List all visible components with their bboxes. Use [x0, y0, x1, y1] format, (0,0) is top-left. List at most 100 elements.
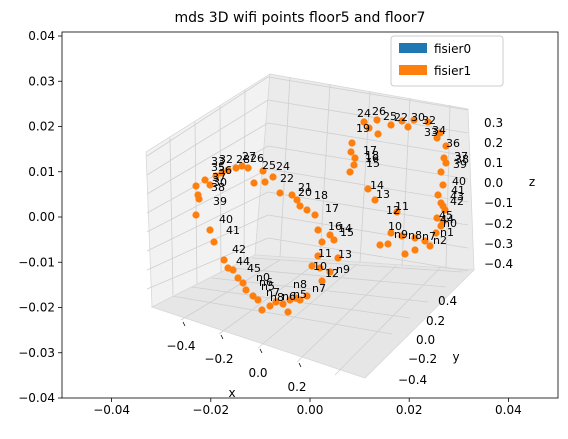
scatter-point	[398, 232, 406, 240]
point-annotation: 32	[422, 114, 436, 127]
point-annotation: 36	[218, 164, 232, 177]
x-axis-label: x	[228, 386, 235, 400]
point-annotation: 40	[452, 175, 466, 188]
scatter-point	[426, 242, 434, 250]
y3d-tick-label: 0.0	[416, 333, 435, 347]
scatter-point	[303, 292, 311, 300]
point-annotation: n5	[293, 288, 307, 301]
scatter-point	[308, 262, 316, 270]
scatter-point	[411, 234, 419, 242]
scatter-point	[410, 116, 418, 124]
point-annotation: 16	[328, 220, 342, 233]
point-annotation: 41	[226, 224, 240, 237]
point-annotation: 13	[338, 248, 352, 261]
point-annotation: 30	[411, 111, 425, 124]
scatter-point	[432, 229, 440, 237]
floor-gridline	[171, 295, 393, 335]
scatter-point	[314, 226, 322, 234]
scatter-point	[296, 296, 304, 304]
floor-gridline	[251, 257, 464, 273]
point-annotation: 10	[388, 220, 402, 233]
scatter-point	[441, 206, 449, 214]
z3d-tick-label: 0.0	[484, 176, 503, 190]
scatter-point	[244, 164, 252, 172]
point-annotation: 30	[213, 176, 227, 189]
back-z-gridline	[267, 237, 469, 272]
scatter-point	[442, 142, 450, 150]
point-annotation: 39	[213, 195, 227, 208]
outer-y-tick-label: −0.04	[18, 391, 55, 405]
scatter-point	[439, 181, 447, 189]
point-annotation: 44	[236, 255, 250, 268]
point-annotation: 22	[394, 111, 408, 124]
x3d-tick-label: −0.4	[166, 339, 195, 353]
point-annotation: 25	[262, 159, 276, 172]
point-annotation: n7	[266, 286, 280, 299]
point-annotation: 13	[376, 188, 390, 201]
point-annotation: 36	[446, 137, 460, 150]
left-z-gridline	[146, 214, 269, 271]
point-annotation: 10	[313, 260, 327, 273]
scatter-point	[201, 176, 209, 184]
scatter-point	[433, 134, 441, 142]
point-annotation: 38	[455, 153, 469, 166]
point-annotation: 37	[212, 171, 226, 184]
scatter-point	[232, 164, 240, 172]
scatter-point	[206, 226, 214, 234]
floor-gridline	[231, 267, 447, 288]
outer-x-tick-label: −0.02	[192, 403, 229, 417]
point-annotation: 15	[366, 157, 380, 170]
z3d-tick-label: 0.2	[484, 136, 503, 150]
scatter-point	[239, 279, 247, 287]
point-annotation: 44	[440, 213, 454, 226]
point-annotation: 15	[340, 226, 354, 239]
outer-y-tick-label: 0.01	[28, 165, 55, 179]
scatter-point	[347, 148, 355, 156]
scatter-point	[387, 229, 395, 237]
scatter-point	[284, 308, 292, 316]
x3d-tick	[182, 321, 186, 327]
left-gridline	[219, 105, 222, 274]
point-annotation: n0	[256, 271, 270, 284]
point-annotation: 45	[439, 209, 453, 222]
x3d-tick-label: 0.0	[248, 366, 267, 380]
scatter-points	[192, 116, 450, 316]
scatter-point	[374, 130, 382, 138]
legend-swatch	[399, 43, 427, 53]
z3d-tick-label: −0.3	[484, 237, 513, 251]
scatter-point	[286, 296, 294, 304]
point-annotation: 27	[242, 150, 256, 163]
scatter-point	[364, 185, 372, 193]
scatter-point	[376, 241, 384, 249]
scatter-point	[218, 169, 226, 177]
outer-y-tick-label: 0.00	[28, 210, 55, 224]
point-annotation: 42	[450, 195, 464, 208]
scatter-point	[195, 195, 203, 203]
z-axis-label: z	[529, 175, 535, 189]
point-annotation: n8	[293, 278, 307, 291]
x3d-tick	[220, 334, 224, 340]
scatter-point	[318, 238, 326, 246]
outer-y-tick-label: 0.02	[28, 120, 55, 134]
scatter-point	[210, 238, 218, 246]
y3d-tick-label: −0.2	[408, 352, 437, 366]
scatter-point	[224, 166, 232, 174]
outer-x-tick-label: 0.02	[396, 403, 423, 417]
x3d-tick	[259, 348, 263, 354]
point-annotation: n9	[336, 263, 350, 276]
back-z-gridline	[267, 76, 469, 111]
point-annotation: 14	[338, 222, 352, 235]
scatter-point	[346, 168, 354, 176]
scatter-point	[421, 237, 429, 245]
scatter-point	[314, 252, 322, 260]
z3d-tick-label: −0.2	[484, 217, 513, 231]
left-z-gridline	[146, 168, 269, 233]
legend-entry-label: fisier0	[434, 42, 471, 56]
point-annotation: 45	[247, 262, 261, 275]
point-annotation: 26	[250, 152, 264, 165]
point-annotation: 20	[298, 186, 312, 199]
point-annotation: 11	[318, 247, 332, 260]
scatter-point	[212, 172, 220, 180]
outer-x-tick-label: −0.04	[93, 403, 130, 417]
